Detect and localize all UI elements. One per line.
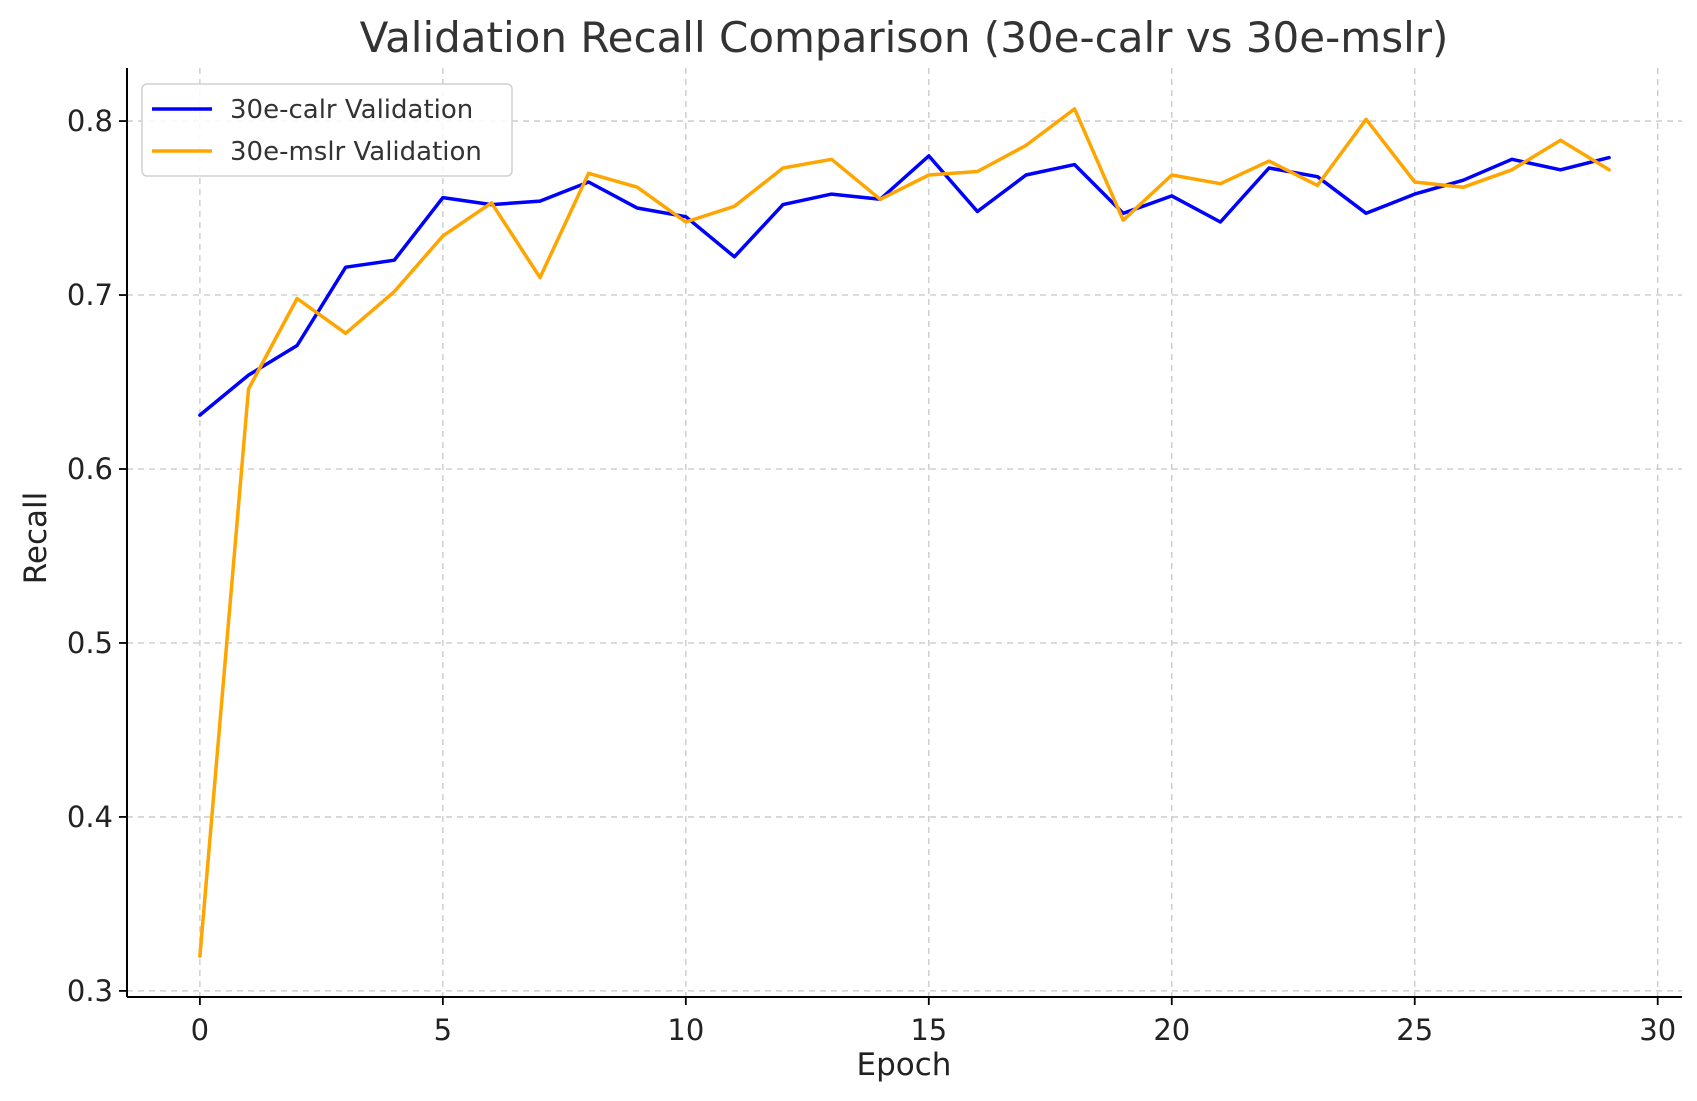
legend-label-calr: 30e-calr Validation xyxy=(230,95,473,125)
x-axis-label: Epoch xyxy=(857,1047,952,1083)
axes xyxy=(126,68,1682,998)
chart-title: Validation Recall Comparison (30e-calr v… xyxy=(360,13,1449,62)
grid xyxy=(127,68,1682,997)
series-line-calr xyxy=(198,154,1611,417)
legend-label-mslr: 30e-mslr Validation xyxy=(230,137,482,167)
x-tick-label: 0 xyxy=(191,1013,209,1047)
series-line-mslr xyxy=(198,107,1611,958)
y-axis-label: Recall xyxy=(18,492,54,585)
y-tick-label: 0.5 xyxy=(67,626,113,660)
y-tick-label: 0.3 xyxy=(67,974,113,1008)
legend: 30e-calr Validation 30e-mslr Validation xyxy=(141,83,513,177)
x-tick-label: 15 xyxy=(910,1013,947,1047)
y-tick-label: 0.4 xyxy=(67,800,113,834)
y-ticks: 0.3 0.4 0.5 0.6 0.7 0.8 xyxy=(67,104,127,1008)
x-ticks: 0 5 10 15 20 25 30 xyxy=(191,997,1676,1047)
x-tick-label: 10 xyxy=(667,1013,704,1047)
x-tick-label: 25 xyxy=(1396,1013,1433,1047)
x-tick-label: 5 xyxy=(434,1013,452,1047)
x-tick-label: 30 xyxy=(1639,1013,1676,1047)
y-tick-label: 0.8 xyxy=(67,104,113,138)
legend-box xyxy=(141,83,513,177)
y-tick-label: 0.6 xyxy=(67,452,113,486)
y-tick-label: 0.7 xyxy=(67,278,113,312)
series-layer xyxy=(198,107,1611,958)
x-tick-label: 20 xyxy=(1153,1013,1190,1047)
